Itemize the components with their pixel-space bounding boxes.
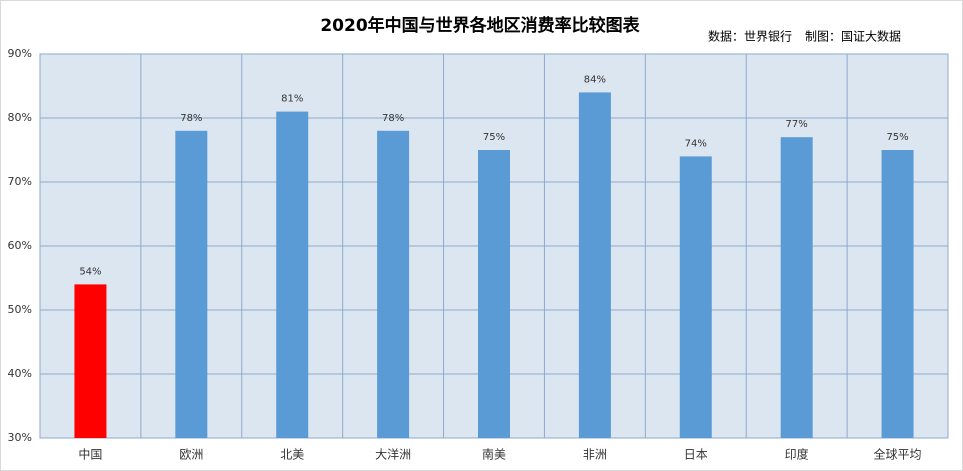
bar bbox=[276, 111, 309, 438]
x-tick-label: 欧洲 bbox=[179, 448, 203, 462]
value-label: 78% bbox=[382, 113, 404, 124]
x-tick-label: 全球平均 bbox=[874, 447, 922, 462]
author-note: 制图：国证大数据 bbox=[805, 29, 901, 44]
bar bbox=[175, 130, 208, 439]
y-tick-label: 30% bbox=[8, 431, 32, 444]
bar bbox=[679, 156, 712, 438]
value-label: 81% bbox=[281, 94, 303, 105]
value-label: 84% bbox=[584, 74, 606, 85]
y-tick-label: 90% bbox=[8, 47, 32, 60]
value-label: 78% bbox=[180, 113, 202, 124]
source-note: 数据：世界银行 bbox=[708, 29, 792, 44]
chart-title: 2020年中国与世界各地区消费率比较图表 bbox=[320, 15, 640, 36]
value-label: 74% bbox=[685, 138, 707, 149]
x-tick-label: 中国 bbox=[78, 447, 102, 462]
y-tick-label: 40% bbox=[8, 367, 32, 380]
y-tick-label: 50% bbox=[8, 303, 32, 316]
bar bbox=[881, 150, 914, 438]
x-tick-label: 大洋洲 bbox=[375, 447, 411, 462]
bar bbox=[780, 137, 813, 438]
y-tick-label: 80% bbox=[8, 111, 32, 124]
y-tick-label: 60% bbox=[8, 239, 32, 252]
bar bbox=[578, 92, 611, 439]
y-tick-label: 70% bbox=[8, 175, 32, 188]
value-label: 75% bbox=[886, 132, 908, 143]
value-label: 77% bbox=[786, 119, 808, 130]
bar bbox=[74, 284, 107, 438]
x-tick-label: 非洲 bbox=[583, 448, 607, 462]
value-label: 75% bbox=[483, 132, 505, 143]
bar bbox=[478, 150, 510, 438]
bar bbox=[377, 130, 410, 439]
value-label: 54% bbox=[79, 266, 101, 277]
x-tick-label: 南美 bbox=[482, 447, 506, 462]
x-tick-label: 印度 bbox=[785, 447, 809, 462]
x-tick-label: 日本 bbox=[684, 448, 708, 462]
x-tick-label: 北美 bbox=[280, 448, 304, 462]
